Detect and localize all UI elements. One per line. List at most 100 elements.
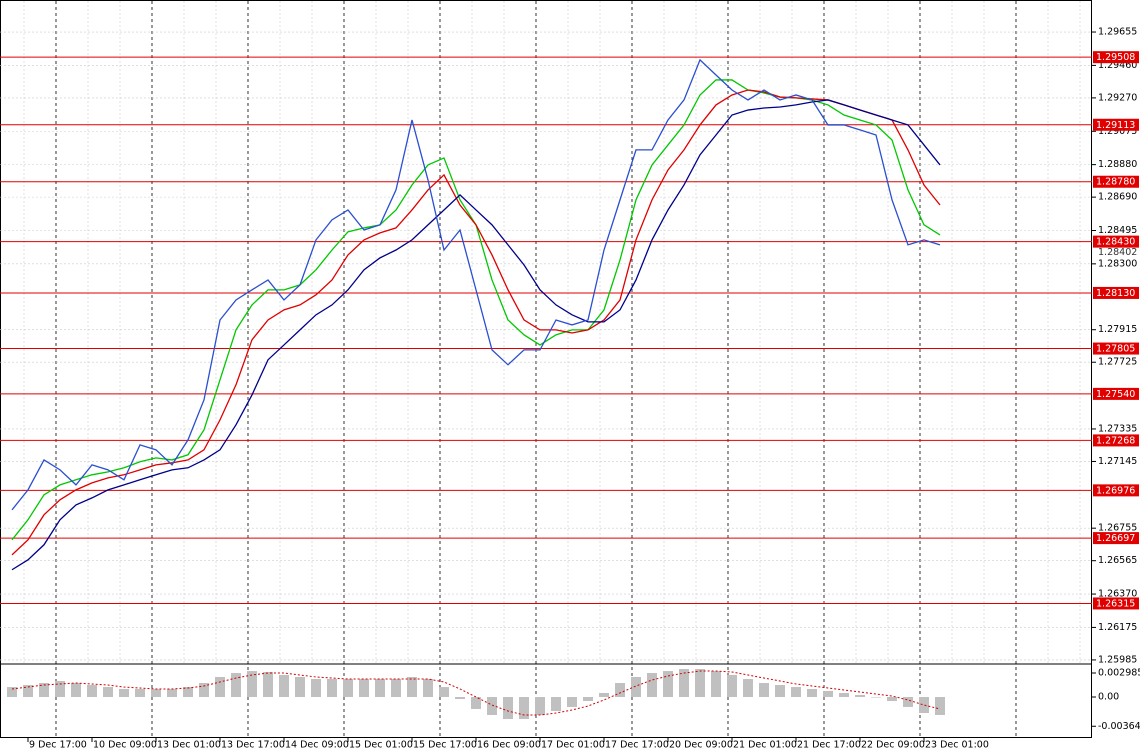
bar	[871, 696, 881, 698]
bar	[391, 678, 401, 697]
y-tick-label: 1.28690	[1098, 192, 1137, 203]
level-tag	[1093, 51, 1139, 64]
bar	[343, 678, 353, 697]
y-tick-label: 1.27725	[1098, 357, 1137, 368]
level-tag	[1093, 434, 1139, 447]
bar	[151, 688, 161, 697]
price-line	[11, 89, 941, 556]
bar	[679, 669, 689, 697]
bar	[183, 687, 193, 697]
level-tag	[1093, 387, 1139, 400]
bar	[775, 685, 785, 697]
level-tag	[1093, 532, 1139, 545]
bar	[167, 688, 177, 697]
x-tick-label: 22 Dec 09:00	[861, 740, 925, 751]
level-label: 1.27540	[1096, 389, 1135, 400]
level-tag	[1093, 484, 1139, 497]
bar	[903, 696, 913, 707]
y-tick-label: 1.25985	[1098, 654, 1137, 665]
bar	[839, 692, 849, 697]
x-tick-label: 13 Dec 17:00	[221, 740, 285, 751]
x-tick-label: 16 Dec 09:00	[477, 740, 541, 751]
bar	[119, 688, 129, 697]
bar	[855, 694, 865, 697]
bar	[87, 685, 97, 697]
level-label: 1.28130	[1096, 288, 1135, 299]
level-label: 1.26697	[1096, 533, 1135, 544]
bar	[519, 696, 529, 720]
bar	[711, 671, 721, 697]
y-tick-label: 1.26370	[1098, 589, 1137, 600]
price-line	[11, 99, 941, 571]
bar	[487, 696, 497, 716]
x-tick-label: 23 Dec 01:00	[925, 740, 989, 751]
bar	[599, 692, 609, 697]
bar	[311, 678, 321, 697]
bar	[23, 685, 33, 697]
bar	[935, 696, 945, 716]
plot-frame	[0, 0, 1092, 738]
level-label: 1.26976	[1096, 485, 1135, 496]
bar	[199, 683, 209, 697]
bar	[807, 688, 817, 697]
y-tick-label: 1.29460	[1098, 60, 1137, 71]
bar	[647, 673, 657, 697]
x-tick-label: 21 Dec 01:00	[733, 740, 797, 751]
y-tick-label: 1.28880	[1098, 159, 1137, 170]
bar	[583, 696, 593, 702]
y-tick-label: 1.26565	[1098, 555, 1137, 566]
level-label: 1.29113	[1096, 120, 1135, 131]
bar	[615, 683, 625, 697]
bar	[887, 696, 897, 702]
bar	[263, 671, 273, 697]
last-price-label: 1.28402	[1098, 247, 1137, 258]
bar	[327, 678, 337, 697]
bar	[215, 676, 225, 697]
level-tag	[1093, 286, 1139, 299]
bar	[375, 678, 385, 697]
bar	[55, 680, 65, 697]
bar	[567, 696, 577, 707]
level-tag	[1093, 118, 1139, 131]
bar	[7, 687, 17, 697]
bar	[359, 678, 369, 697]
y-tick-label: 1.28300	[1098, 258, 1137, 269]
bar	[631, 676, 641, 697]
x-tick-label: 9 Dec 17:00	[29, 740, 87, 751]
bar	[103, 687, 113, 697]
bar	[551, 696, 561, 711]
bar	[231, 673, 241, 697]
x-tick-label: 15 Dec 01:00	[349, 740, 413, 751]
y-tick-label: 1.29075	[1098, 126, 1137, 137]
y-tick-label: 0.002985	[1098, 667, 1140, 678]
x-tick-label: 10 Dec 09:00	[93, 740, 157, 751]
x-tick-label: 21 Dec 17:00	[797, 740, 861, 751]
level-tag	[1093, 597, 1139, 610]
x-tick-label: 20 Dec 09:00	[669, 740, 733, 751]
bar	[407, 676, 417, 697]
bar	[295, 676, 305, 697]
x-tick-label: 17 Dec 01:00	[541, 740, 605, 751]
level-label: 1.27268	[1096, 435, 1135, 446]
y-tick-label: 1.29270	[1098, 92, 1137, 103]
y-tick-label: 1.29655	[1098, 27, 1137, 38]
bar	[919, 696, 929, 713]
bar	[39, 683, 49, 697]
bar	[823, 690, 833, 697]
x-tick-label: 17 Dec 17:00	[605, 740, 669, 751]
level-tag	[1093, 235, 1139, 248]
y-tick-label: 1.27145	[1098, 456, 1137, 467]
bar	[71, 683, 81, 697]
y-tick-label: 1.27915	[1098, 324, 1137, 335]
y-tick-label: 0.00	[1098, 691, 1119, 702]
bar	[135, 688, 145, 697]
x-tick-label: 15 Dec 17:00	[413, 740, 477, 751]
y-tick-label: 1.27335	[1098, 423, 1137, 434]
bar	[247, 671, 257, 697]
level-tag	[1093, 342, 1139, 355]
y-tick-label: -0.00364	[1098, 721, 1140, 732]
bar	[743, 678, 753, 697]
level-tag	[1093, 175, 1139, 188]
y-tick-label: 1.26175	[1098, 622, 1137, 633]
